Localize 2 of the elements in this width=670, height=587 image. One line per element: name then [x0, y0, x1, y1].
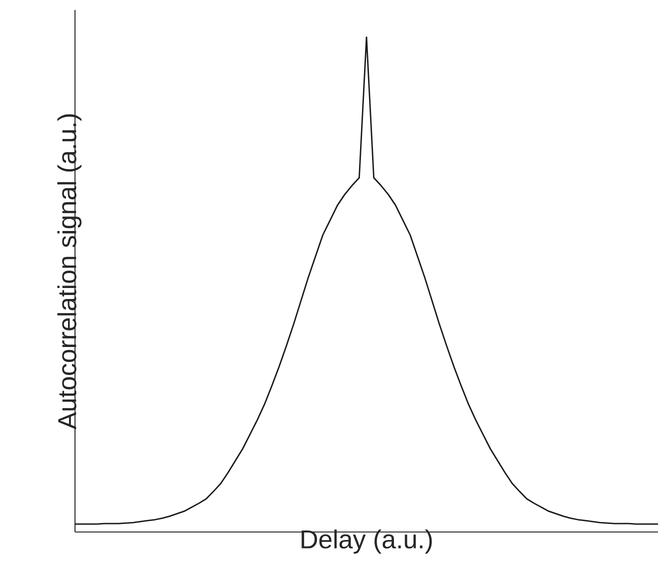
y-axis-title: Autocorrelation signal (a.u.)	[57, 114, 82, 430]
x-axis-title: Delay (a.u.)	[302, 530, 432, 554]
